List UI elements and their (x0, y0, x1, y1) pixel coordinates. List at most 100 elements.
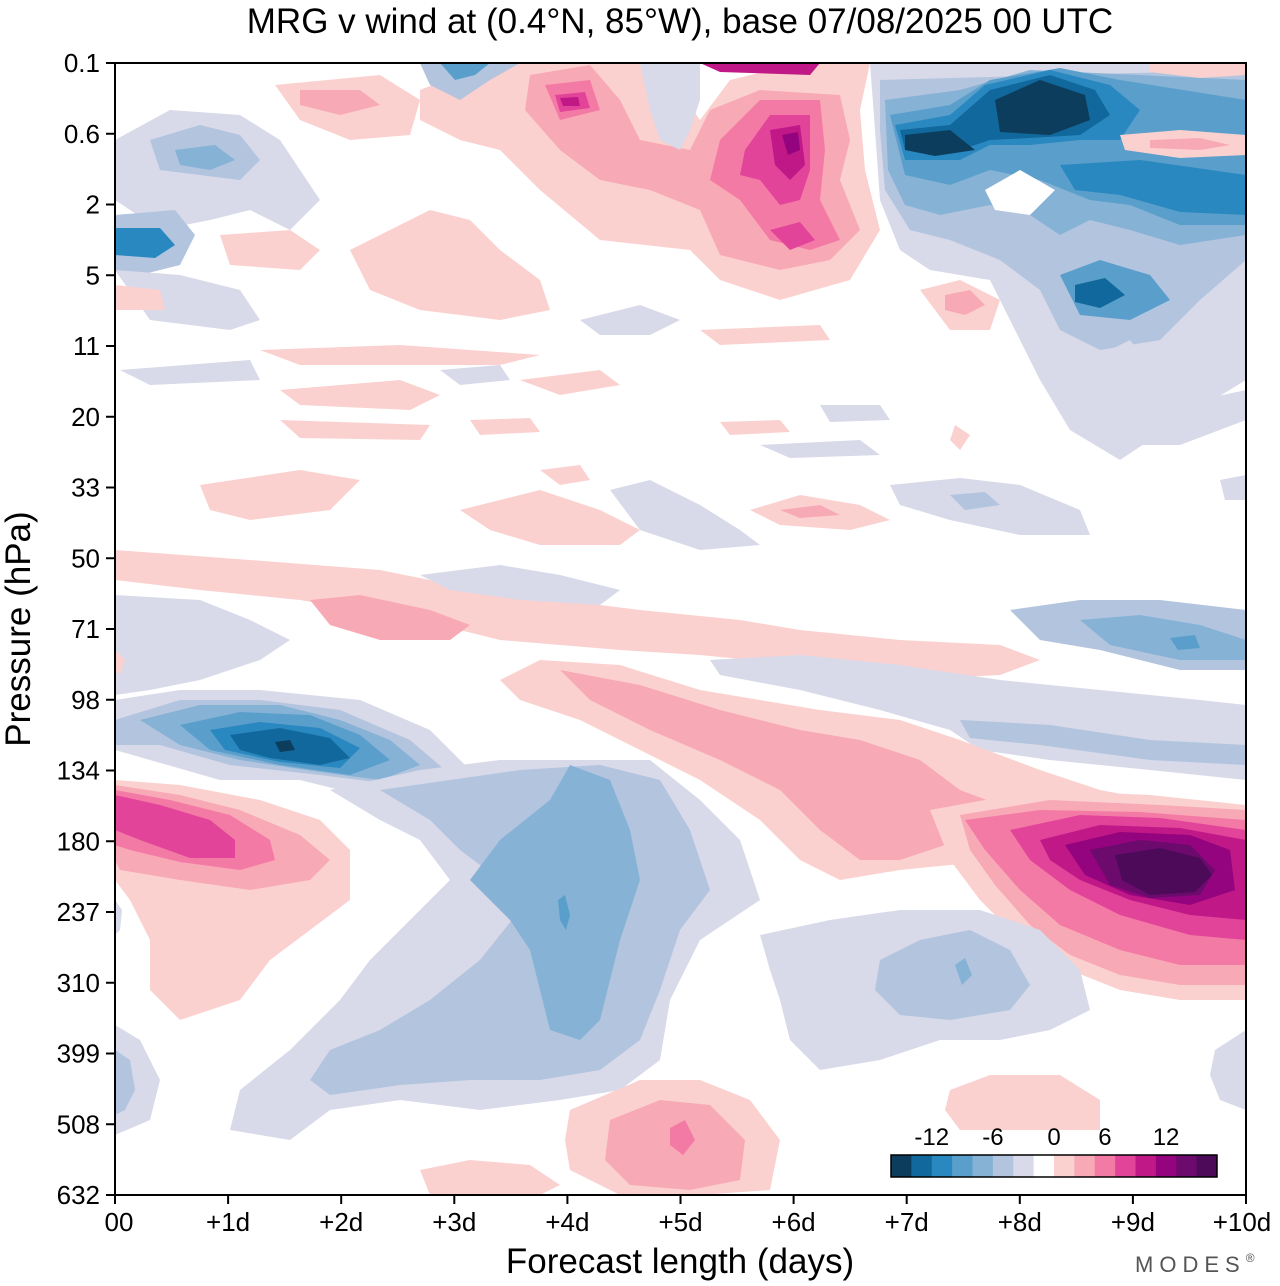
y-tick-label: 399 (57, 1039, 100, 1069)
contour-pos-top-center-band (700, 63, 820, 75)
contour-pos-right-top-core (1150, 138, 1230, 150)
y-tick-label: 508 (57, 1109, 100, 1139)
contour-neg-left-edge-237 (115, 900, 122, 935)
contour-band-20h (820, 405, 890, 422)
contour-pos-low-left (420, 1160, 560, 1195)
contour-neg-upper-right-l7 (995, 80, 1090, 135)
contour-neg-33-right-l2 (950, 492, 1000, 510)
y-tick-label: 33 (71, 473, 100, 503)
x-tick-label: 00 (105, 1207, 134, 1237)
contour-pos-low-right (945, 1075, 1100, 1130)
x-tick-label: +7d (885, 1207, 929, 1237)
contour-pos-upper-left-blob-core (300, 90, 380, 115)
colorbar-tick-label: 6 (1098, 1124, 1111, 1151)
contour-neg-band-98-right-core (960, 720, 1246, 765)
colorbar-swatch (1094, 1155, 1116, 1177)
y-axis: 0.1 0.6 2 5 11 20 33 50 71 98 134 180 237 310 399 508 63… (57, 48, 115, 1210)
colorbar-swatch (952, 1155, 973, 1177)
contour-neg-33-edge (1220, 475, 1246, 500)
contour-neg-upper-left-l3 (175, 145, 235, 170)
x-tick-label: +8d (998, 1207, 1042, 1237)
colorbar-swatch (891, 1155, 912, 1177)
x-tick-label: +6d (772, 1207, 816, 1237)
contour-band-20g (720, 420, 790, 435)
y-tick-label: 2 (86, 190, 100, 220)
y-tick-label: 237 (57, 897, 100, 927)
contour-neg-band-71-right-l2 (1080, 615, 1246, 660)
contour-neg-right-shelf (1060, 160, 1246, 215)
contour-neg-left-edge-l2 (115, 228, 175, 258)
contour-neg-top-center-2-core (440, 63, 490, 80)
x-tick-label: +2d (319, 1207, 363, 1237)
contour-pos-right-small-core (945, 290, 985, 315)
contour-neg-33-diag (610, 480, 760, 550)
modes-logo: MODES® (1135, 1251, 1255, 1277)
y-tick-label: 0.1 (64, 48, 100, 78)
colorbar-swatch (1074, 1155, 1096, 1177)
colorbar-swatch (1135, 1155, 1157, 1177)
colorbar-swatch (1013, 1155, 1035, 1177)
contour-pos-ll-l4 (115, 795, 235, 858)
y-tick-label: 310 (57, 968, 100, 998)
contour-pos-33-small-right (950, 425, 970, 450)
contour-pos-left-mid (220, 230, 320, 270)
contour-pos-upper-right-corner (1150, 63, 1246, 78)
x-tick-label: +4d (545, 1207, 589, 1237)
contour-pos-33-right-core (780, 505, 840, 518)
contour-pos-low-mid-l3 (670, 1120, 695, 1155)
colorbar-swatch (1054, 1155, 1075, 1177)
contour-neg-lr-l2 (875, 930, 1030, 1020)
colorbar-tick-label: -12 (914, 1124, 949, 1151)
contour-pos-left-small (115, 285, 165, 310)
colorbar: -12 -6 0 6 12 (888, 1124, 1238, 1192)
x-tick-label: +3d (432, 1207, 476, 1237)
contour-neg-top-center-1 (640, 63, 700, 150)
contour-field (115, 63, 1246, 1195)
colorbar-swatch (1115, 1155, 1136, 1177)
y-tick-label: 98 (71, 685, 100, 715)
colorbar-tick-label: -6 (982, 1124, 1003, 1151)
x-tick-label: +1d (206, 1207, 250, 1237)
colorbar-swatch (1033, 1155, 1055, 1177)
colorbar-frame (890, 1154, 1218, 1178)
y-tick-label: 0.6 (64, 119, 100, 149)
contour-neg-band-71-left (115, 595, 290, 695)
contour-band-11a (260, 345, 540, 365)
contour-pos-band-upper (115, 550, 1040, 680)
contour-band-11c (580, 305, 680, 335)
contour-neg-right-column (1070, 340, 1246, 445)
contour-band-20c (440, 365, 510, 385)
contour-neg-33-right-l1 (890, 478, 1090, 535)
contour-band-20i (760, 440, 880, 458)
x-tick-label: +9d (1111, 1207, 1155, 1237)
y-tick-label: 5 (86, 260, 100, 290)
x-axis: 00 +1d +2d +3d +4d +5d +6d +7d +8d +9d +10d (105, 1195, 1272, 1237)
colorbar-swatch (911, 1155, 933, 1177)
y-tick-label: 632 (57, 1180, 100, 1210)
contour-pos-center-left (350, 210, 550, 320)
x-axis-label: Forecast length (days) (506, 1242, 854, 1281)
y-tick-label: 20 (71, 402, 100, 432)
y-axis-label: Pressure (hPa) (0, 511, 38, 746)
contour-neg-band-71-right-l3 (1170, 635, 1200, 650)
contour-white-hole-right (985, 170, 1055, 215)
x-tick-label: +10d (1213, 1207, 1272, 1237)
y-tick-label: 71 (71, 614, 100, 644)
chart-title: MRG v wind at (0.4°N, 85°W), base 07/08/… (247, 2, 1113, 41)
contour-band-20f (470, 418, 540, 435)
y-tick-label: 50 (71, 543, 100, 573)
contour-neg-left-small (115, 270, 260, 330)
colorbar-swatch (1155, 1155, 1177, 1177)
colorbar-tick-label: 0 (1047, 1124, 1060, 1151)
contour-neg-left-edge-low-l2 (115, 1050, 135, 1115)
contour-pos-band-upper-core (310, 595, 470, 640)
colorbar-swatch (992, 1155, 1014, 1177)
colorbar-swatch (1176, 1155, 1198, 1177)
contour-band-20b (120, 360, 260, 385)
contour-pos-upper-mid-l6 (782, 132, 800, 155)
contour-neg-right-edge-low (1210, 1030, 1246, 1110)
contour-band-20a (280, 380, 440, 410)
colorbar-swatch (1196, 1155, 1218, 1177)
contour-pos-lr-l8 (1115, 848, 1212, 895)
